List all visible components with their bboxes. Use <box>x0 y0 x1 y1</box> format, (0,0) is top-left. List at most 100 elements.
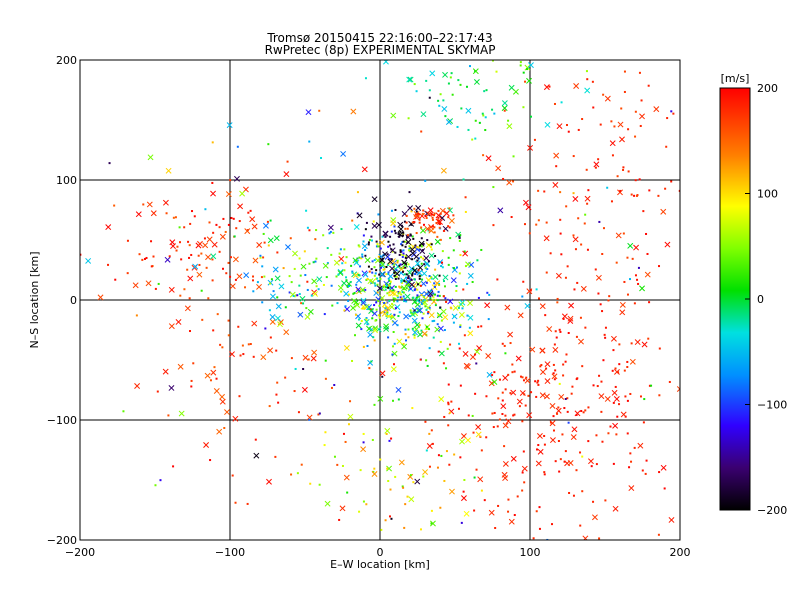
data-point-cross <box>292 250 298 257</box>
data-point-dot <box>647 337 650 340</box>
data-point-dot <box>460 107 463 110</box>
data-point-dot <box>402 240 405 243</box>
data-point-dot <box>599 123 602 126</box>
data-point-dot <box>504 352 507 355</box>
data-point-dot <box>375 245 378 248</box>
data-point-dot <box>211 279 214 282</box>
data-point-dot <box>416 294 419 297</box>
data-point-dot <box>402 342 405 345</box>
data-point-dot <box>426 364 429 367</box>
data-point-dot <box>290 473 293 476</box>
data-point-dot <box>487 318 490 321</box>
data-point-dot <box>288 275 291 278</box>
data-point-dot <box>392 268 395 271</box>
data-point-dot <box>198 263 201 266</box>
data-point-dot <box>592 384 595 387</box>
data-point-dot <box>391 302 394 305</box>
data-point-dot <box>389 235 392 238</box>
y-tick-label: 0 <box>70 294 77 307</box>
data-point-dot <box>634 274 637 277</box>
data-point-dot <box>324 359 327 362</box>
data-point-dot <box>493 371 496 374</box>
data-point-dot <box>458 235 461 238</box>
data-point-cross <box>497 207 504 214</box>
data-point-dot <box>536 448 539 451</box>
data-point-cross <box>359 286 366 293</box>
data-point-dot <box>366 278 369 281</box>
data-point-cross <box>343 290 350 297</box>
data-point-dot <box>365 319 368 322</box>
data-point-dot <box>504 414 507 417</box>
data-point-dot <box>583 222 586 225</box>
data-point-cross <box>205 254 211 261</box>
data-point-dot <box>507 498 510 501</box>
data-point-dot <box>379 247 382 250</box>
data-point-cross <box>394 270 401 277</box>
data-point-dot <box>399 250 402 253</box>
data-point-dot <box>439 212 442 215</box>
data-point-dot <box>414 272 417 275</box>
data-point-dot <box>564 398 567 401</box>
data-point-dot <box>165 212 168 215</box>
x-axis-ticks: −200 −100 0 100 200 <box>65 546 691 559</box>
data-point-dot <box>638 71 641 74</box>
data-point-dot <box>369 308 372 311</box>
data-point-cross <box>528 62 534 69</box>
data-point-dot <box>381 235 384 238</box>
data-point-dot <box>361 253 364 256</box>
data-point-dot <box>564 276 567 279</box>
data-point-cross <box>337 284 344 291</box>
data-point-cross <box>219 233 226 240</box>
data-point-cross <box>162 368 169 375</box>
data-point-dot <box>459 384 462 387</box>
data-point-dot <box>229 256 232 259</box>
data-point-dot <box>386 467 389 470</box>
data-point-dot <box>441 266 444 269</box>
data-point-dot <box>401 234 404 237</box>
data-point-dot <box>418 221 421 224</box>
data-point-dot <box>330 253 333 256</box>
data-point-dot <box>590 465 593 468</box>
data-point-dot <box>380 261 383 264</box>
data-point-dot <box>152 255 155 258</box>
data-point-cross <box>409 246 416 253</box>
data-point-dot <box>306 226 309 229</box>
data-point-dot <box>433 285 436 288</box>
data-point-dot <box>391 250 394 253</box>
data-point-dot <box>647 84 650 87</box>
data-point-dot <box>343 269 346 272</box>
data-point-dot <box>378 304 381 307</box>
data-point-dot <box>643 398 646 401</box>
data-point-dot <box>142 203 145 206</box>
data-point-dot <box>626 360 629 363</box>
data-point-cross <box>327 224 334 231</box>
data-point-cross <box>419 248 426 255</box>
data-point-dot <box>412 481 415 484</box>
data-point-dot <box>260 276 263 279</box>
data-point-dot <box>365 317 368 320</box>
data-point-dot <box>370 239 373 242</box>
data-point-cross <box>417 331 424 338</box>
data-point-dot <box>428 465 431 468</box>
data-point-dot <box>599 303 602 306</box>
data-point-dot <box>564 450 567 453</box>
data-point-dot <box>390 248 393 251</box>
data-point-dot <box>565 353 568 356</box>
data-point-dot <box>203 237 206 240</box>
data-point-cross <box>475 431 482 438</box>
data-point-dot <box>387 245 390 248</box>
data-point-dot <box>633 194 636 197</box>
data-point-dot <box>167 414 170 417</box>
data-point-dot <box>568 491 571 494</box>
data-point-dot <box>312 261 315 264</box>
data-point-dot <box>600 380 603 383</box>
data-point-dot <box>396 259 399 262</box>
data-point-dot <box>604 499 607 502</box>
data-point-dot <box>577 128 580 131</box>
data-point-dot <box>396 296 399 299</box>
data-point-cross <box>614 368 620 375</box>
data-point-dot <box>628 466 631 469</box>
data-point-dot <box>554 330 557 333</box>
data-point-dot <box>338 518 341 521</box>
data-point-dot <box>522 280 525 283</box>
